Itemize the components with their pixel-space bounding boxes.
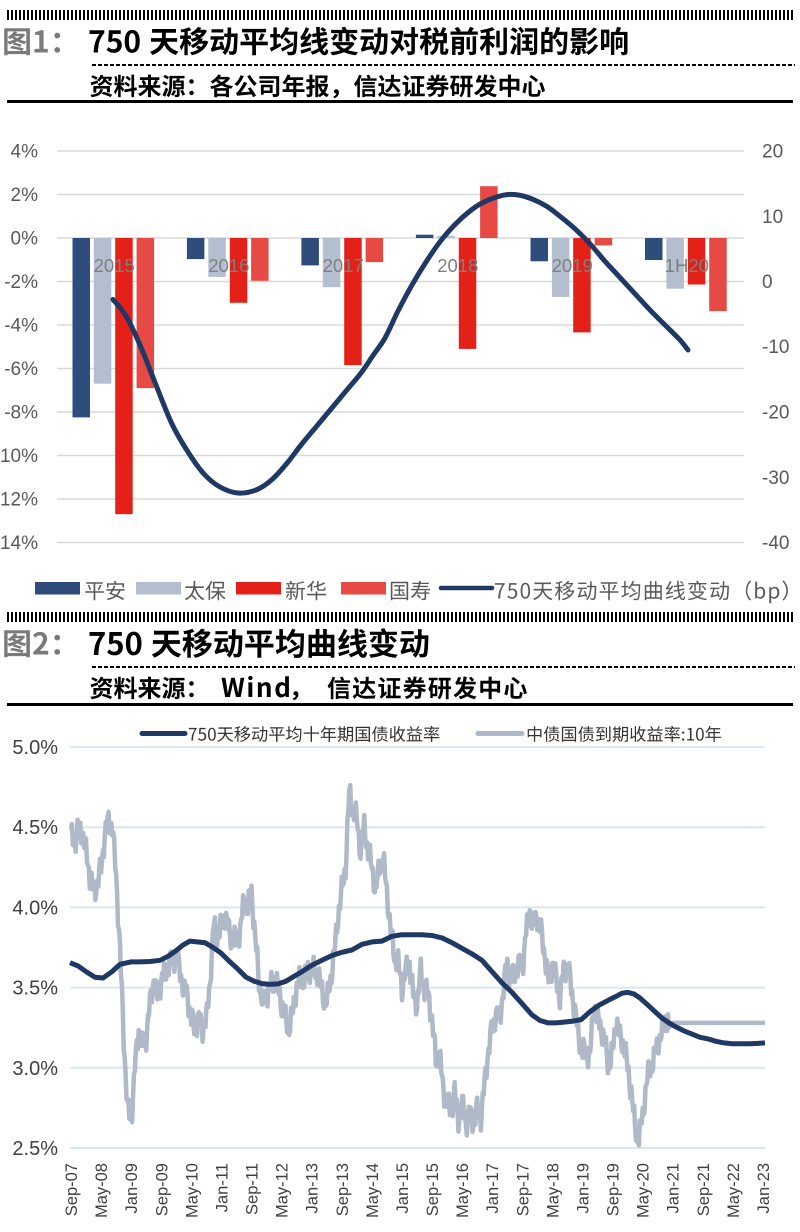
svg-text:May-20: May-20 [635,1163,653,1218]
svg-text:-20: -20 [762,403,789,424]
svg-text:0: 0 [762,272,773,293]
svg-text:4.5%: 4.5% [12,817,58,839]
svg-text:Sep-21: Sep-21 [695,1163,713,1216]
svg-text:0%: 0% [11,229,39,250]
svg-text:14%: 14% [0,533,38,554]
svg-text:12%: 12% [0,490,38,511]
svg-text:Sep-17: Sep-17 [514,1163,532,1216]
svg-text:2018: 2018 [437,255,478,276]
svg-text:-6%: -6% [4,359,38,380]
svg-text:-4%: -4% [4,316,38,337]
svg-text:Sep-19: Sep-19 [605,1163,623,1216]
svg-text:5.0%: 5.0% [12,737,58,759]
svg-text:2017: 2017 [323,255,364,276]
svg-text:-30: -30 [762,468,789,489]
svg-text:Sep-07: Sep-07 [63,1163,81,1216]
svg-text:Sep-09: Sep-09 [153,1163,171,1216]
svg-text:May-08: May-08 [93,1163,111,1218]
svg-text:2%: 2% [11,185,39,206]
svg-text:2.5%: 2.5% [12,1138,58,1160]
svg-text:Jan-21: Jan-21 [665,1163,683,1213]
svg-text:Jan-23: Jan-23 [755,1163,773,1213]
svg-text:10%: 10% [0,446,38,467]
svg-text:2015: 2015 [94,255,135,276]
svg-text:-40: -40 [762,533,789,554]
svg-text:May-12: May-12 [274,1163,292,1218]
svg-text:2016: 2016 [208,255,249,276]
svg-text:3.5%: 3.5% [12,978,58,1000]
svg-text:-8%: -8% [4,403,38,424]
svg-text:1H20: 1H20 [665,255,709,276]
svg-text:Sep-15: Sep-15 [424,1163,442,1216]
svg-text:Jan-09: Jan-09 [123,1163,141,1213]
svg-text:3.0%: 3.0% [12,1058,58,1080]
svg-text:May-10: May-10 [183,1163,201,1218]
svg-text:May-22: May-22 [725,1163,743,1218]
svg-text:May-14: May-14 [364,1163,382,1218]
svg-text:-10: -10 [762,337,789,358]
svg-text:2019: 2019 [552,255,593,276]
svg-text:4%: 4% [11,142,39,163]
svg-text:20: 20 [762,142,783,163]
svg-text:Jan-17: Jan-17 [484,1163,502,1213]
svg-text:May-16: May-16 [454,1163,472,1218]
svg-text:Jan-13: Jan-13 [304,1163,322,1213]
svg-text:Jan-19: Jan-19 [575,1163,593,1213]
svg-text:Jan-15: Jan-15 [394,1163,412,1213]
svg-text:Sep-11: Sep-11 [244,1163,262,1215]
svg-text:4.0%: 4.0% [12,897,58,919]
svg-text:Sep-13: Sep-13 [334,1163,352,1216]
svg-text:-2%: -2% [4,272,38,293]
svg-text:10: 10 [762,207,783,228]
svg-text:May-18: May-18 [544,1163,562,1218]
svg-text:Jan-11: Jan-11 [213,1163,231,1212]
